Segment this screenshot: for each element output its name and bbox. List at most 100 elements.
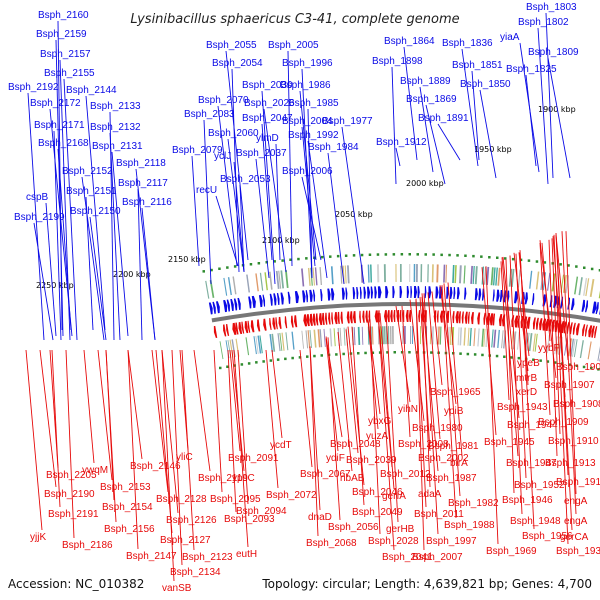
forward-label-leader [547, 57, 571, 179]
forward-label-leader [275, 143, 281, 261]
cog-stripe-inner [491, 329, 494, 348]
cog-stripe-outer [232, 276, 237, 295]
reverse-gene-label: ypeB [517, 358, 540, 369]
reverse-label-leader [500, 261, 510, 401]
scale-dot-outer [400, 253, 404, 256]
kbp-tick-label: 2150 kbp [168, 255, 206, 264]
reverse-label-leader [421, 293, 439, 472]
cog-stripe-inner [281, 332, 285, 351]
scale-dot-outer [543, 261, 547, 264]
reverse-gene-arrow [290, 315, 294, 328]
reverse-gene-arrow [247, 320, 251, 333]
reverse-label-leader [553, 234, 569, 545]
forward-label-leader [395, 147, 401, 167]
forward-label-leader [215, 195, 239, 267]
reverse-gene-label: Bsph_2008 [398, 439, 449, 450]
reverse-gene-label: ywqM [82, 465, 108, 476]
reverse-gene-arrow [588, 325, 593, 338]
forward-gene-arrow [237, 297, 241, 310]
reverse-gene-label: Bsph_1981 [428, 441, 479, 452]
reverse-gene-label: gerHB [386, 524, 415, 535]
cog-stripe-outer [535, 271, 540, 290]
reverse-gene-label: Bsph_1907 [544, 380, 595, 391]
cog-stripe-outer [268, 271, 273, 290]
scale-dot-outer [218, 267, 221, 270]
reverse-label-leader [379, 313, 395, 490]
forward-gene-arrow [294, 291, 299, 304]
reverse-label-leader [229, 349, 241, 452]
reverse-label-leader [447, 282, 463, 457]
reverse-label-leader [51, 349, 61, 508]
forward-gene-label: Bsph_2030 [242, 80, 293, 91]
scale-dot-inner [582, 365, 586, 369]
cog-stripe-inner [333, 328, 336, 347]
cog-stripe-inner [277, 333, 281, 352]
reverse-label-leader [327, 337, 341, 521]
reverse-gene-label: ydiF [326, 453, 345, 464]
reverse-label-leader [213, 349, 223, 493]
reverse-gene-arrow [256, 319, 261, 332]
cog-stripe-outer [497, 267, 501, 286]
scale-dot-outer [511, 257, 515, 261]
reverse-gene-label: ypsC [232, 473, 255, 484]
forward-gene-label: ylmD [256, 133, 279, 144]
cog-stripe-outer [452, 264, 455, 284]
reverse-gene-label: Bsph_1944 [507, 420, 558, 431]
scale-dot-outer [519, 258, 523, 262]
reverse-gene-label: Bsph_1901 [556, 362, 600, 373]
reverse-label-leader [39, 349, 57, 488]
scale-dot-inner [568, 363, 571, 366]
scale-dot-inner [219, 366, 222, 370]
forward-gene-arrow [262, 294, 266, 307]
scale-dot-inner [306, 355, 309, 358]
reverse-gene-arrow [275, 317, 278, 330]
forward-gene-label: Bsph_1986 [280, 80, 331, 91]
forward-label-leader [261, 123, 273, 261]
forward-gene-label: Bsph_2151 [66, 186, 117, 197]
scale-dot-inner [430, 351, 433, 354]
cog-stripe-inner [467, 327, 470, 346]
scale-dot-outer [344, 254, 348, 257]
forward-label-leader [227, 138, 245, 273]
scale-dot-outer [257, 262, 261, 265]
forward-gene-label: Bsph_1912 [376, 137, 427, 148]
reverse-gene-label: engA [564, 496, 588, 507]
cog-stripe-outer [574, 276, 579, 295]
reverse-gene-label: Bsph_2147 [126, 551, 177, 562]
forward-label-leader [479, 89, 497, 179]
forward-label-leader [419, 86, 434, 173]
forward-gene-label: Bsph_2160 [38, 10, 89, 21]
reverse-gene-arrow [328, 312, 331, 325]
scale-dot-inner [291, 356, 294, 360]
reverse-gene-arrow [405, 310, 409, 323]
reverse-label-leader [415, 299, 425, 551]
reverse-gene-label: Bsph_2126 [166, 515, 217, 526]
reverse-gene-label: Bsph_1916 [556, 477, 600, 488]
scale-dot-outer [336, 254, 340, 258]
scale-dot-outer [567, 264, 570, 267]
forward-label-leader [301, 176, 322, 261]
reverse-gene-label: Bsph_2067 [300, 469, 351, 480]
reverse-gene-label: Bsph_2093 [224, 514, 275, 525]
forward-gene-label: Bsph_1851 [452, 60, 503, 71]
cog-stripe-inner [219, 341, 224, 360]
reverse-gene-arrow [321, 312, 325, 325]
scale-dot-outer [559, 263, 562, 266]
cog-stripe-inner [245, 337, 250, 356]
cog-stripe-inner [404, 326, 406, 345]
reverse-gene-label: Bsph_2146 [130, 461, 181, 472]
reverse-label-leader [127, 349, 139, 550]
cog-stripe-inner [317, 329, 321, 348]
forward-label-leader [81, 176, 105, 341]
cog-stripe-inner [459, 327, 462, 346]
reverse-gene-arrow [439, 310, 444, 323]
reverse-label-leader [227, 349, 237, 513]
forward-label-leader [301, 126, 316, 267]
scale-dot-inner [459, 352, 462, 355]
map-title: Lysinibacillus sphaericus C3-41, complet… [130, 12, 459, 27]
forward-label-leader [225, 50, 249, 261]
forward-gene-label: Bsph_1889 [400, 76, 451, 87]
cog-stripe-inner [383, 326, 386, 345]
forward-label-leader [341, 126, 365, 285]
reverse-gene-label: ybxG [368, 416, 392, 427]
